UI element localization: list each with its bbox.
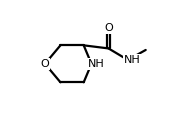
Text: O: O — [41, 59, 49, 69]
Text: NH: NH — [124, 55, 141, 65]
Text: NH: NH — [88, 59, 105, 69]
Text: O: O — [104, 23, 113, 33]
